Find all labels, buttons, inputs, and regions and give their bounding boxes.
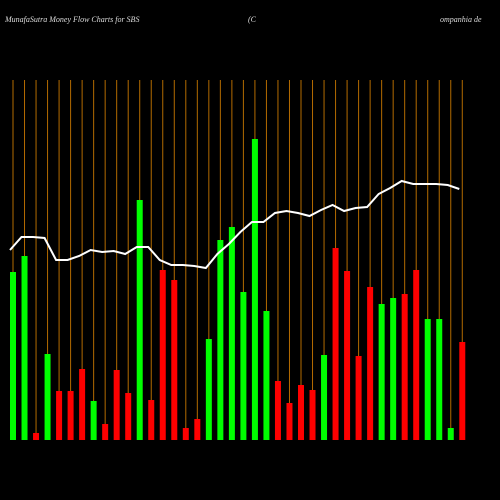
bar <box>205 339 212 440</box>
bar <box>332 248 339 440</box>
bar <box>286 403 293 440</box>
bar <box>424 319 431 440</box>
bar <box>10 272 16 440</box>
bar <box>102 424 109 440</box>
bar <box>459 342 466 440</box>
bar <box>344 271 351 440</box>
bar <box>125 393 132 440</box>
bar <box>79 369 86 440</box>
bar <box>447 428 454 440</box>
bar <box>159 270 166 440</box>
bar <box>228 227 235 440</box>
bar <box>113 370 120 440</box>
bar <box>321 355 328 440</box>
bar <box>240 292 247 440</box>
bar <box>378 304 385 440</box>
bar <box>217 240 224 440</box>
bar <box>390 298 397 440</box>
chart-title: MunafaSutra Money Flow Charts for SBS <box>4 15 139 24</box>
bar <box>33 433 40 440</box>
chart-subtitle-tail: ompanhia de <box>440 15 482 24</box>
bar <box>413 270 420 440</box>
bar <box>251 139 258 440</box>
bar <box>136 200 143 440</box>
bar <box>182 428 189 440</box>
bar <box>21 256 28 440</box>
bar <box>263 311 270 440</box>
money-flow-line <box>9 179 460 270</box>
bar <box>90 401 97 440</box>
bar <box>274 381 281 440</box>
bar <box>171 280 178 440</box>
bar <box>355 356 362 440</box>
bar <box>148 400 155 440</box>
bar <box>298 385 304 440</box>
bar <box>401 294 408 440</box>
bar <box>367 287 374 440</box>
bar <box>44 354 51 440</box>
bar <box>309 390 316 440</box>
bar <box>56 391 63 440</box>
chart-subtitle: (C <box>248 15 257 24</box>
bar <box>436 319 443 440</box>
bar <box>67 391 74 440</box>
bar <box>194 419 201 440</box>
